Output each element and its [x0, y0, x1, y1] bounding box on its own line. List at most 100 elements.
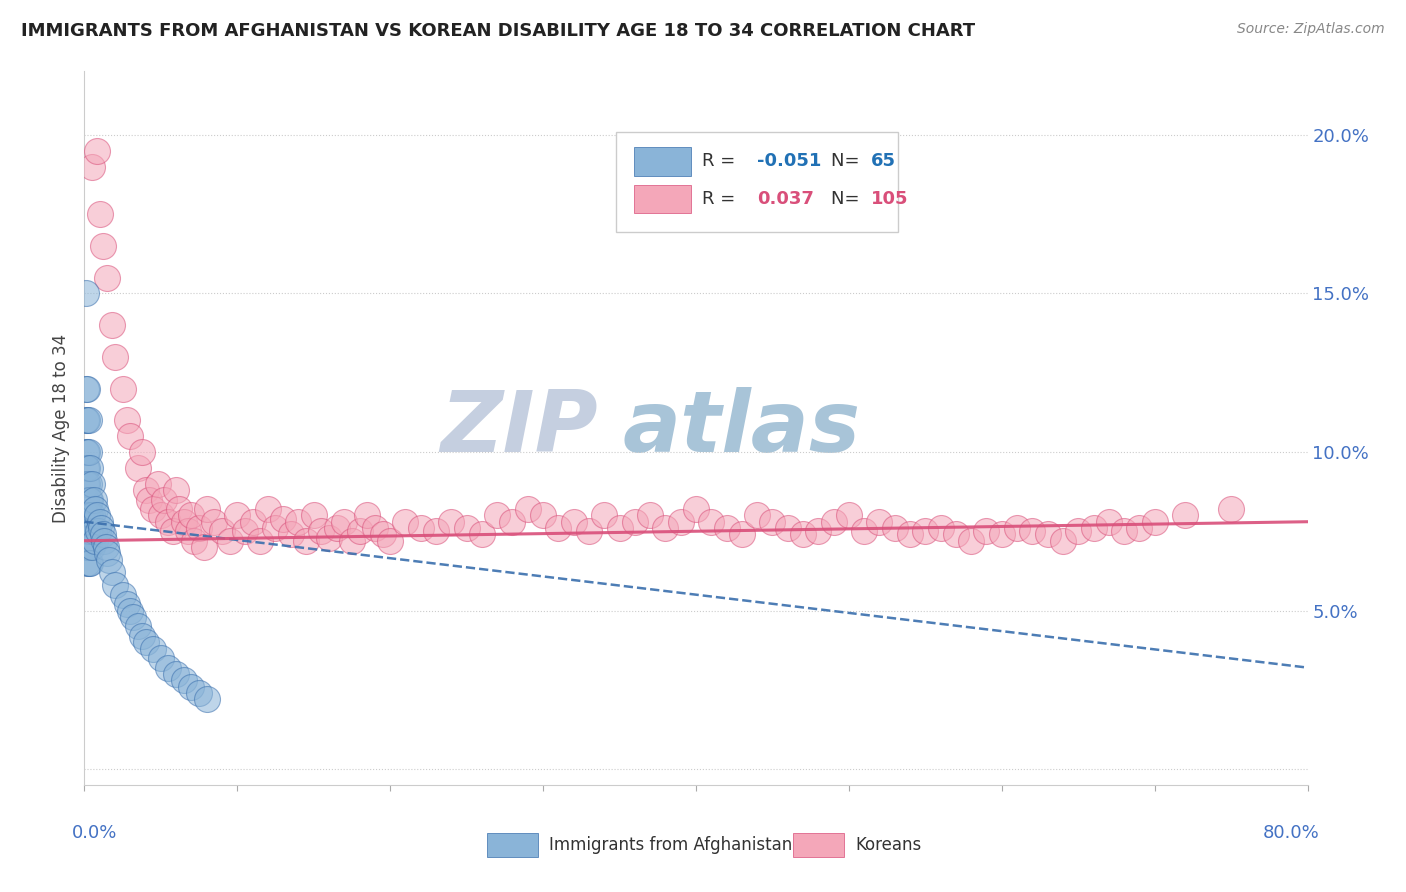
Text: 80.0%: 80.0%: [1263, 824, 1320, 842]
Text: Immigrants from Afghanistan: Immigrants from Afghanistan: [550, 836, 793, 854]
Point: [700, 515, 723, 529]
Point: [853, 524, 876, 539]
Point: [75, 413, 97, 427]
Text: 65: 65: [870, 153, 896, 170]
Point: [75, 445, 97, 459]
Point: [75, 524, 97, 539]
Point: [609, 521, 631, 535]
Point: [115, 413, 138, 427]
Point: [138, 492, 160, 507]
Point: [195, 692, 218, 706]
Point: [1143, 515, 1166, 529]
Point: [86, 508, 108, 523]
Point: [747, 508, 769, 523]
Text: ZIP: ZIP: [440, 386, 598, 470]
Text: N=: N=: [831, 190, 865, 208]
Point: [80, 540, 103, 554]
Text: 0.037: 0.037: [758, 190, 814, 208]
Point: [761, 515, 783, 529]
Point: [218, 533, 240, 548]
Point: [76, 540, 98, 554]
Point: [371, 527, 394, 541]
Point: [1067, 524, 1090, 539]
Point: [80, 476, 103, 491]
Point: [77, 508, 100, 523]
Point: [195, 502, 218, 516]
Point: [807, 524, 830, 539]
Point: [593, 508, 616, 523]
Point: [193, 540, 215, 554]
Point: [716, 521, 738, 535]
Point: [180, 508, 202, 523]
Point: [1036, 527, 1059, 541]
Point: [75, 476, 97, 491]
Point: [157, 515, 180, 529]
Point: [96, 546, 118, 560]
Point: [83, 524, 105, 539]
Text: IMMIGRANTS FROM AFGHANISTAN VS KOREAN DISABILITY AGE 18 TO 34 CORRELATION CHART: IMMIGRANTS FROM AFGHANISTAN VS KOREAN DI…: [21, 22, 976, 40]
Point: [135, 635, 157, 649]
Point: [75, 460, 97, 475]
Point: [89, 207, 111, 221]
Point: [823, 515, 845, 529]
Point: [77, 492, 100, 507]
Point: [271, 511, 294, 525]
Point: [287, 515, 309, 529]
FancyBboxPatch shape: [616, 132, 898, 232]
Point: [101, 318, 124, 332]
Point: [792, 527, 814, 541]
Point: [440, 515, 463, 529]
Point: [77, 445, 100, 459]
Point: [202, 515, 225, 529]
Point: [188, 521, 211, 535]
Point: [75, 492, 97, 507]
Point: [249, 533, 271, 548]
Point: [177, 524, 200, 539]
Point: [960, 533, 983, 548]
Point: [77, 540, 100, 554]
Text: R =: R =: [702, 190, 741, 208]
Point: [146, 476, 169, 491]
Point: [115, 597, 138, 611]
Point: [90, 521, 112, 535]
Point: [914, 524, 936, 539]
Point: [157, 660, 180, 674]
Point: [183, 533, 205, 548]
Point: [79, 460, 101, 475]
Point: [1128, 521, 1150, 535]
Point: [929, 521, 952, 535]
Text: 105: 105: [870, 190, 908, 208]
Point: [356, 508, 378, 523]
Point: [883, 521, 905, 535]
Point: [364, 521, 387, 535]
Point: [120, 429, 142, 443]
Point: [86, 144, 108, 158]
Point: [349, 524, 371, 539]
Point: [188, 686, 211, 700]
Point: [325, 521, 347, 535]
Point: [142, 502, 165, 516]
Point: [1083, 521, 1105, 535]
Text: atlas: atlas: [623, 386, 860, 470]
Point: [76, 413, 98, 427]
Point: [75, 508, 97, 523]
Text: 0.0%: 0.0%: [72, 824, 118, 842]
Point: [669, 515, 692, 529]
Point: [180, 680, 202, 694]
Point: [104, 578, 127, 592]
FancyBboxPatch shape: [486, 833, 538, 857]
Point: [624, 515, 647, 529]
Point: [83, 492, 105, 507]
Point: [97, 553, 120, 567]
Point: [89, 515, 111, 529]
Point: [131, 629, 153, 643]
Point: [165, 483, 187, 497]
Point: [1052, 533, 1074, 548]
Point: [127, 619, 149, 633]
Point: [91, 239, 114, 253]
Point: [75, 382, 97, 396]
Point: [562, 515, 585, 529]
Point: [233, 524, 256, 539]
Point: [685, 502, 707, 516]
Point: [77, 476, 100, 491]
